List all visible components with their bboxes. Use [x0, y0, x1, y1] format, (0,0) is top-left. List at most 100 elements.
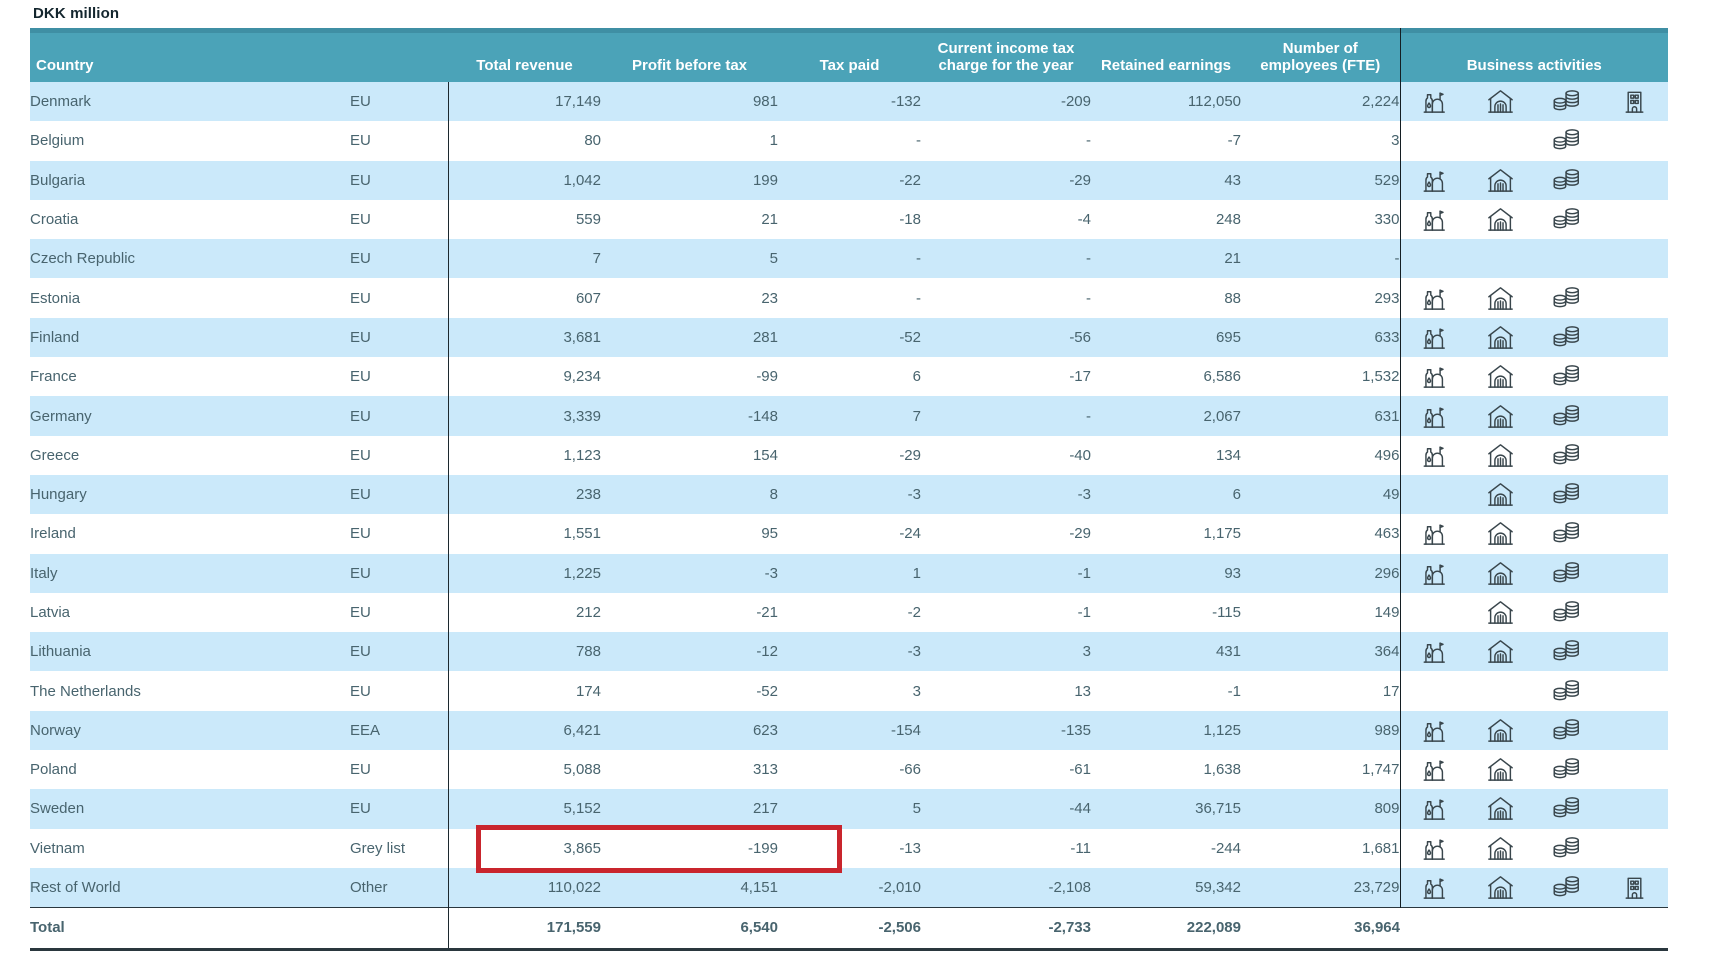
current-income-tax-charge-cell: -11	[1070, 839, 1091, 857]
table-row: Greece EU 1,123 154 -29 -40 134 496	[30, 435, 1668, 475]
empty-activity-slot	[1601, 593, 1668, 632]
coins-icon	[1534, 593, 1601, 632]
current-income-tax-charge-cell: -	[1086, 289, 1091, 307]
empty-activity-slot	[1601, 121, 1668, 160]
table-row: Ireland EU 1,551 95 -24 -29 1,175 463	[30, 514, 1668, 554]
country-cell: France	[30, 368, 77, 386]
employees-fte-cell: 463	[1374, 525, 1400, 543]
region-cell: EU	[350, 211, 371, 229]
table-row: Bulgaria EU 1,042 199 -22 -29 43 529	[30, 160, 1668, 200]
total-revenue-cell: 1,225	[447, 553, 601, 593]
business-activities-cell	[1399, 867, 1668, 908]
empty-activity-slot	[1467, 121, 1534, 160]
empty-activity-slot	[1601, 711, 1668, 750]
employees-fte-cell: 631	[1241, 396, 1400, 436]
total-revenue-cell: 3,865	[447, 828, 601, 868]
tax-paid-cell: -154	[778, 710, 921, 751]
current-income-tax-charge-cell: -1	[1077, 604, 1091, 621]
table-row: Norway EEA 6,421 623 -154 -135 1,125 989	[30, 710, 1668, 751]
current-income-tax-charge-cell: -	[921, 396, 1091, 436]
current-income-tax-charge-cell: -135	[921, 710, 1091, 751]
production-icon	[1401, 868, 1468, 907]
empty-activity-slot	[1601, 829, 1668, 868]
tax-paid-cell: -3	[778, 632, 921, 672]
warehouse-icon	[1467, 514, 1534, 553]
employees-fte-cell: 296	[1241, 553, 1400, 593]
tax-paid-cell: 5	[778, 789, 921, 829]
coins-icon	[1534, 789, 1601, 828]
table-row: Vietnam Grey list 3,865 -199 -13 -11 -244 1,681	[30, 828, 1668, 868]
warehouse-icon	[1467, 475, 1534, 514]
retained-earnings-cell: -244	[1210, 839, 1241, 857]
total-label: Total	[30, 907, 350, 951]
tax-paid-cell: 3	[912, 682, 921, 700]
current-income-tax-charge-cell: -3	[921, 474, 1091, 515]
profit-before-tax-cell: -99	[756, 368, 778, 386]
total-revenue-cell: 1,551	[447, 514, 601, 554]
business-activities-cell	[1399, 632, 1668, 672]
profit-before-tax-cell: 217	[601, 789, 778, 829]
table-row: Estonia EU 607 23 - - 88 293	[30, 278, 1668, 318]
employees-fte-cell: -	[1241, 239, 1400, 279]
region-cell: EU	[350, 396, 448, 436]
coins-icon	[1534, 711, 1601, 750]
profit-before-tax-cell: 1	[769, 132, 778, 150]
empty-activity-slot	[1401, 475, 1468, 514]
tax-paid-cell: -132	[778, 82, 921, 122]
profit-before-tax-cell: 154	[752, 446, 778, 464]
empty-activity-slot	[1601, 318, 1668, 357]
current-income-tax-charge-cell: -2,108	[921, 867, 1091, 908]
warehouse-icon	[1467, 396, 1534, 435]
business-activities-cell	[1399, 710, 1668, 751]
warehouse-icon	[1467, 554, 1534, 593]
tax-paid-cell: -52	[778, 317, 921, 358]
coins-icon	[1534, 475, 1601, 514]
production-icon	[1401, 396, 1468, 435]
country-cell: Denmark	[30, 82, 350, 122]
retained-earnings-cell: 695	[1091, 317, 1241, 358]
header-retained-earnings: Retained earnings	[1091, 28, 1241, 82]
country-cell: Latvia	[30, 604, 71, 621]
business-activities-cell	[1399, 278, 1668, 318]
current-income-tax-charge-cell: -209	[921, 82, 1091, 122]
employees-fte-cell: 529	[1241, 160, 1400, 200]
total-revenue-cell: 1,042	[447, 160, 601, 200]
business-activities-cell	[1399, 239, 1668, 279]
coins-icon	[1534, 632, 1601, 671]
retained-earnings-cell: 59,342	[1091, 867, 1241, 908]
coins-icon	[1534, 514, 1601, 553]
business-activities-cell	[1399, 474, 1668, 515]
retained-earnings-cell: 21	[1091, 239, 1241, 279]
total-revenue-cell: 110,022	[447, 867, 601, 908]
current-income-tax-charge-cell: -56	[921, 317, 1091, 358]
current-income-tax-charge-cell: -4	[1077, 211, 1091, 229]
country-cell: Ireland	[30, 525, 76, 543]
employees-fte-cell: 330	[1374, 211, 1400, 229]
region-cell: EEA	[350, 710, 448, 751]
production-icon	[1401, 514, 1468, 553]
production-icon	[1401, 750, 1468, 789]
total-revenue-cell: 7	[447, 239, 601, 279]
retained-earnings-cell: 431	[1091, 632, 1241, 672]
region-cell: EU	[350, 553, 448, 593]
country-cell: Belgium	[30, 132, 85, 150]
country-cell: Sweden	[30, 789, 350, 829]
total-revenue-cell: 17,149	[447, 82, 601, 122]
coins-icon	[1534, 436, 1601, 475]
retained-earnings-cell: 43	[1091, 160, 1241, 200]
tax-paid-cell: -66	[899, 761, 921, 779]
empty-activity-slot	[1401, 121, 1468, 160]
table-body: Denmark EU 17,149 981 -132 -209 112,050 2,224 Be…	[30, 82, 1668, 908]
office-building-icon	[1601, 868, 1668, 907]
tax-paid-cell: -	[916, 132, 921, 150]
empty-activity-slot	[1601, 161, 1668, 200]
warehouse-icon	[1467, 829, 1534, 868]
profit-before-tax-cell: 623	[601, 710, 778, 751]
retained-earnings-cell: 112,050	[1091, 82, 1241, 122]
production-icon	[1401, 200, 1468, 239]
production-icon	[1401, 711, 1468, 750]
table-row: Italy EU 1,225 -3 1 -1 93 296	[30, 553, 1668, 593]
total-total-revenue: 171,559	[447, 907, 601, 951]
country-cell: Vietnam	[30, 839, 85, 857]
coins-icon	[1534, 396, 1601, 435]
